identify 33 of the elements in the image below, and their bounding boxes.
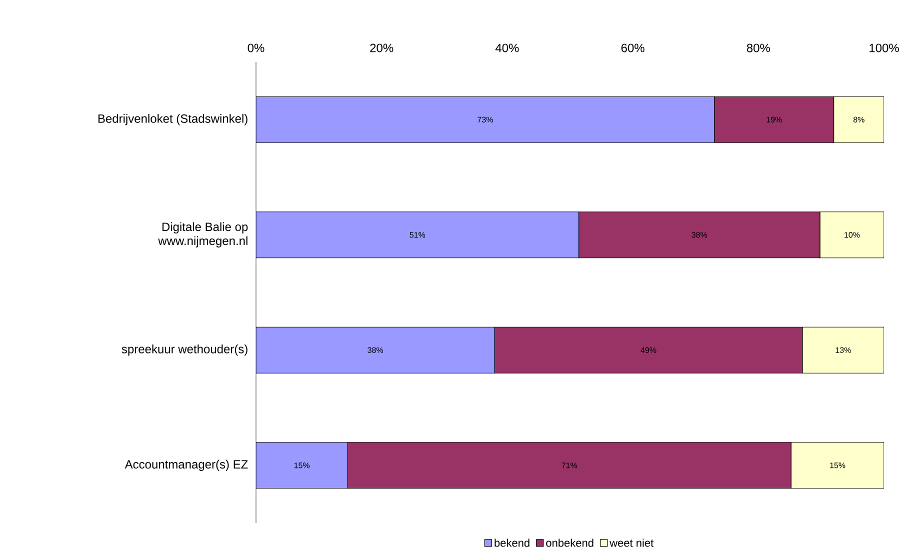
bar — [256, 96, 715, 143]
data-label: 51% — [410, 232, 426, 238]
x-tick-label: 80% — [746, 44, 770, 52]
data-label: 13% — [836, 347, 851, 353]
data-label: 15% — [294, 462, 310, 468]
y-tick-label: Digitale Balie op www.nijmegen.nl — [158, 222, 248, 248]
data-label: 19% — [766, 116, 782, 122]
bar — [802, 326, 884, 374]
data-label: 71% — [562, 462, 578, 468]
data-label: 38% — [368, 347, 384, 353]
legend-label: onbekend — [546, 538, 594, 547]
x-tick-label: 60% — [621, 44, 644, 52]
data-label: 73% — [478, 116, 493, 122]
bar — [256, 326, 495, 374]
legend-label: bekend — [494, 538, 530, 547]
x-tick-label: 0% — [248, 44, 264, 52]
bar — [833, 96, 884, 143]
x-tick-label: 100% — [870, 44, 899, 52]
bar — [820, 212, 884, 258]
data-label: 8% — [853, 116, 864, 122]
y-tick-label: spreekuur wethouder(s) — [122, 344, 248, 356]
y-tick-label: Bedrijvenloket (Stadswinkel) — [98, 114, 248, 126]
data-label: 49% — [640, 347, 656, 353]
y-tick-label: Accountmanager(s) EZ — [124, 460, 248, 471]
data-label: 10% — [844, 232, 860, 238]
legend-label: weet niet — [610, 538, 654, 547]
bar — [256, 442, 348, 489]
x-tick-label: 20% — [370, 44, 394, 52]
bar — [256, 212, 580, 258]
x-tick-label: 40% — [495, 44, 519, 52]
bar — [790, 442, 884, 489]
data-label: 38% — [692, 232, 708, 238]
data-label: 15% — [830, 462, 846, 468]
